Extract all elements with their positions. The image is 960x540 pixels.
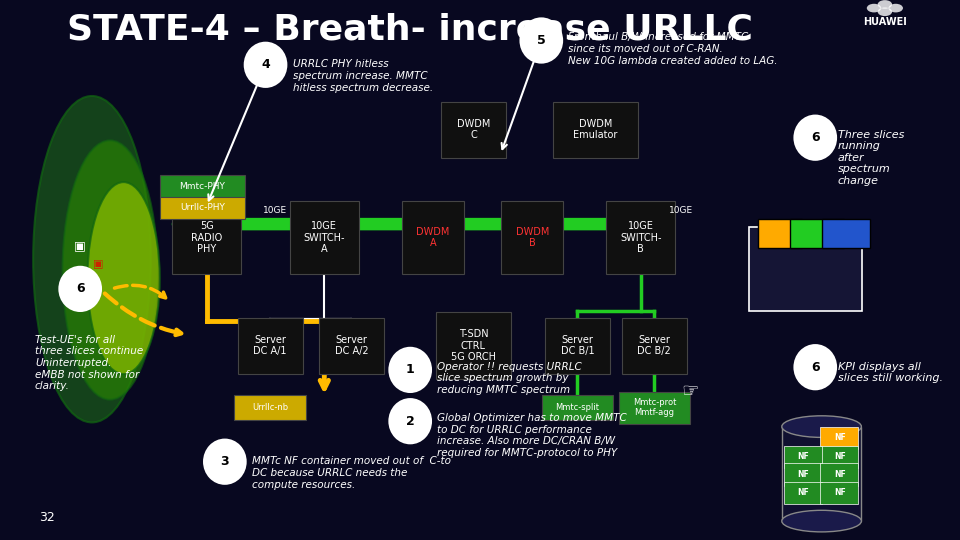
Text: 4: 4 — [261, 58, 270, 71]
Text: 32: 32 — [39, 511, 56, 524]
Text: Three slices
running
after
spectrum
change: Three slices running after spectrum chan… — [838, 130, 904, 186]
Text: 10GE: 10GE — [669, 206, 693, 215]
Text: 10GE: 10GE — [262, 206, 287, 215]
Text: Test-UE's for all
three slices continue
Uninterrupted.
eMBB not shown for
clarit: Test-UE's for all three slices continue … — [35, 335, 143, 391]
Ellipse shape — [60, 267, 101, 311]
Text: DWDM
C: DWDM C — [457, 119, 491, 140]
Ellipse shape — [62, 140, 157, 400]
Text: 6: 6 — [76, 282, 84, 295]
Text: Server
DC A/1: Server DC A/1 — [253, 335, 287, 356]
Text: ▣: ▣ — [74, 239, 86, 252]
Ellipse shape — [245, 43, 286, 87]
Text: >display data: >display data — [782, 238, 830, 244]
Text: DWDM
B: DWDM B — [516, 227, 549, 248]
Text: 5: 5 — [537, 34, 545, 47]
Text: MMTc NF container moved out of  C-to
DC because URRLC needs the
compute resource: MMTc NF container moved out of C-to DC b… — [252, 456, 451, 489]
FancyBboxPatch shape — [401, 201, 464, 274]
Ellipse shape — [390, 399, 431, 443]
FancyBboxPatch shape — [783, 482, 822, 504]
Text: Urrllc-PHY: Urrllc-PHY — [180, 204, 225, 212]
Text: HUAWEI: HUAWEI — [863, 17, 907, 26]
Text: DWDM
Emulator: DWDM Emulator — [573, 119, 617, 140]
Circle shape — [877, 0, 892, 9]
FancyBboxPatch shape — [319, 318, 384, 374]
Text: NF: NF — [798, 452, 809, 461]
Bar — [781, 427, 861, 521]
Text: Server
DC A/2: Server DC A/2 — [335, 335, 369, 356]
Ellipse shape — [390, 348, 431, 392]
Text: 6: 6 — [811, 131, 820, 144]
Ellipse shape — [781, 416, 861, 437]
Text: KPI displays all
slices still working.: KPI displays all slices still working. — [838, 362, 943, 383]
Text: Mmtc-prot
Mmtf-agg: Mmtc-prot Mmtf-agg — [633, 398, 676, 417]
Ellipse shape — [204, 440, 246, 484]
FancyBboxPatch shape — [749, 227, 862, 310]
FancyBboxPatch shape — [790, 219, 844, 248]
FancyBboxPatch shape — [607, 201, 675, 274]
FancyBboxPatch shape — [783, 463, 822, 486]
FancyBboxPatch shape — [159, 197, 245, 219]
FancyBboxPatch shape — [436, 312, 512, 379]
Text: NF: NF — [834, 488, 846, 497]
FancyBboxPatch shape — [441, 102, 506, 158]
Text: NF: NF — [798, 470, 809, 478]
Ellipse shape — [781, 510, 861, 532]
Ellipse shape — [34, 96, 151, 422]
Text: DWDM
A: DWDM A — [416, 227, 449, 248]
FancyBboxPatch shape — [783, 446, 822, 468]
Circle shape — [867, 4, 881, 12]
FancyBboxPatch shape — [758, 219, 802, 248]
Ellipse shape — [795, 116, 836, 160]
Text: Mmtc-split: Mmtc-split — [556, 403, 599, 412]
Text: NF: NF — [834, 452, 846, 461]
Text: ▣: ▣ — [93, 260, 104, 269]
Text: T-SDN
CTRL
5G ORCH: T-SDN CTRL 5G ORCH — [451, 329, 496, 362]
Text: 10GE
SWITCH-
A: 10GE SWITCH- A — [303, 221, 345, 254]
FancyBboxPatch shape — [820, 427, 857, 449]
FancyBboxPatch shape — [622, 318, 686, 374]
FancyBboxPatch shape — [234, 395, 306, 420]
FancyBboxPatch shape — [501, 201, 564, 274]
Text: 6: 6 — [811, 361, 820, 374]
Text: 10GE
SWITCH-
B: 10GE SWITCH- B — [620, 221, 661, 254]
Text: 1: 1 — [406, 363, 415, 376]
FancyBboxPatch shape — [237, 318, 302, 374]
Circle shape — [889, 4, 903, 12]
FancyBboxPatch shape — [173, 201, 241, 274]
FancyBboxPatch shape — [290, 201, 359, 274]
FancyBboxPatch shape — [822, 219, 871, 248]
Circle shape — [877, 8, 892, 16]
Text: Operator !! requests URRLC
slice spectrum growth by
reducing MMTC spectrum: Operator !! requests URRLC slice spectru… — [438, 362, 582, 395]
FancyBboxPatch shape — [820, 463, 857, 486]
Ellipse shape — [87, 182, 159, 374]
Ellipse shape — [520, 18, 563, 63]
FancyBboxPatch shape — [541, 395, 613, 420]
Text: 5G
RADIO
PHY: 5G RADIO PHY — [191, 221, 223, 254]
Text: NF: NF — [834, 470, 846, 478]
Text: Fronthaul B/W increased for MMTC
since its moved out of C-RAN.
New 10G lambda cr: Fronthaul B/W increased for MMTC since i… — [568, 32, 778, 65]
Text: Server
DC B/2: Server DC B/2 — [637, 335, 671, 356]
FancyBboxPatch shape — [820, 482, 857, 504]
FancyBboxPatch shape — [545, 318, 610, 374]
Text: Server
DC B/1: Server DC B/1 — [561, 335, 594, 356]
Text: Mmtc-PHY: Mmtc-PHY — [180, 182, 226, 191]
Text: 3: 3 — [221, 455, 229, 468]
FancyBboxPatch shape — [553, 102, 638, 158]
Text: URRLC PHY hitless
spectrum increase. MMTC
hitless spectrum decrease.: URRLC PHY hitless spectrum increase. MMT… — [293, 59, 433, 92]
Text: STATE-4 – Breath- increase URLLC: STATE-4 – Breath- increase URLLC — [67, 13, 754, 46]
Text: NF: NF — [834, 433, 846, 442]
Text: >display data: >display data — [782, 256, 830, 262]
Text: Global Optimizer has to move MMTC
to DC for URRLC performance
increase. Also mor: Global Optimizer has to move MMTC to DC … — [438, 413, 627, 458]
Text: NF: NF — [798, 488, 809, 497]
Ellipse shape — [795, 345, 836, 389]
FancyBboxPatch shape — [820, 446, 857, 468]
FancyBboxPatch shape — [159, 175, 245, 198]
Text: Urrllc-nb: Urrllc-nb — [252, 403, 288, 412]
Text: 2: 2 — [406, 415, 415, 428]
Text: ☞: ☞ — [682, 382, 699, 401]
FancyBboxPatch shape — [618, 392, 690, 423]
